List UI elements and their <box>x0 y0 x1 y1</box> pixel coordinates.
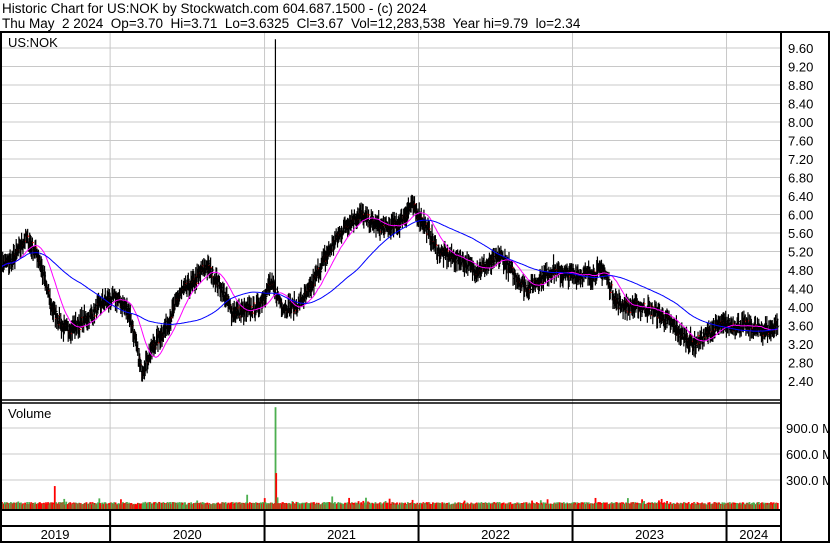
price-axis: 9.60 9.20 8.80 8.40 8.00 7.60 7.20 6.80 6.40 6.00… <box>788 41 813 389</box>
price-tick-label: 7.60 <box>788 134 813 149</box>
volume-bars <box>0 407 779 509</box>
price-tick-label: 3.20 <box>788 337 813 352</box>
volume-bar <box>331 496 334 509</box>
volume-axis: 900.0 M 600.0 M 300.0 M <box>786 421 830 488</box>
quote-summary: Thu May 2 2024 Op=3.70 Hi=3.71 Lo=3.6325… <box>2 16 581 31</box>
moving-averages <box>0 212 778 358</box>
price-tick-label: 4.00 <box>788 300 813 315</box>
price-tick-label: 2.80 <box>788 356 813 371</box>
year-label: 2024 <box>739 527 768 542</box>
price-tick-label: 9.60 <box>788 41 813 56</box>
volume-bar <box>274 407 277 509</box>
year-label: 2023 <box>635 527 664 542</box>
volume-label: Volume <box>8 406 51 421</box>
price-tick-label: 7.20 <box>788 152 813 167</box>
year-label: 2019 <box>41 527 70 542</box>
price-tick-label: 3.60 <box>788 319 813 334</box>
volume-bar <box>63 498 66 509</box>
price-tick-label: 6.40 <box>788 189 813 204</box>
price-tick-label: 2.40 <box>788 374 813 389</box>
grid <box>0 32 781 510</box>
year-axis: 2019 2020 2021 2022 2023 2024 <box>41 527 769 542</box>
volume-bar <box>275 473 278 509</box>
ma-short-line <box>0 212 778 358</box>
price-tick-label: 8.00 <box>788 115 813 130</box>
chart-title: Historic Chart for US:NOK by Stockwatch.… <box>2 1 427 16</box>
price-tick-label: 8.80 <box>788 78 813 93</box>
volume-bar <box>53 486 56 509</box>
volume-bar <box>388 498 391 509</box>
symbol-label: US:NOK <box>8 35 58 50</box>
year-label: 2021 <box>327 527 356 542</box>
price-tick-label: 5.60 <box>788 226 813 241</box>
price-tick-label: 9.20 <box>788 60 813 75</box>
price-tick-label: 4.40 <box>788 282 813 297</box>
ma-long-line <box>0 219 778 332</box>
price-tick-label: 8.40 <box>788 97 813 112</box>
volume-bar <box>246 494 249 509</box>
volume-tick-label: 900.0 M <box>786 421 830 436</box>
volume-tick-label: 300.0 M <box>786 473 830 488</box>
price-tick-label: 4.80 <box>788 263 813 278</box>
year-label: 2020 <box>173 527 202 542</box>
price-tick-label: 6.80 <box>788 171 813 186</box>
chart-frame <box>0 31 830 543</box>
price-tick-label: 6.00 <box>788 208 813 223</box>
volume-bar <box>365 497 367 509</box>
price-tick-label: 5.20 <box>788 245 813 260</box>
volume-tick-label: 600.0 M <box>786 447 830 462</box>
volume-bar <box>776 502 779 509</box>
volume-bar <box>348 497 351 509</box>
year-label: 2022 <box>481 527 510 542</box>
price-bars <box>0 39 780 382</box>
outer-border <box>0 31 830 543</box>
volume-bar <box>660 498 663 509</box>
